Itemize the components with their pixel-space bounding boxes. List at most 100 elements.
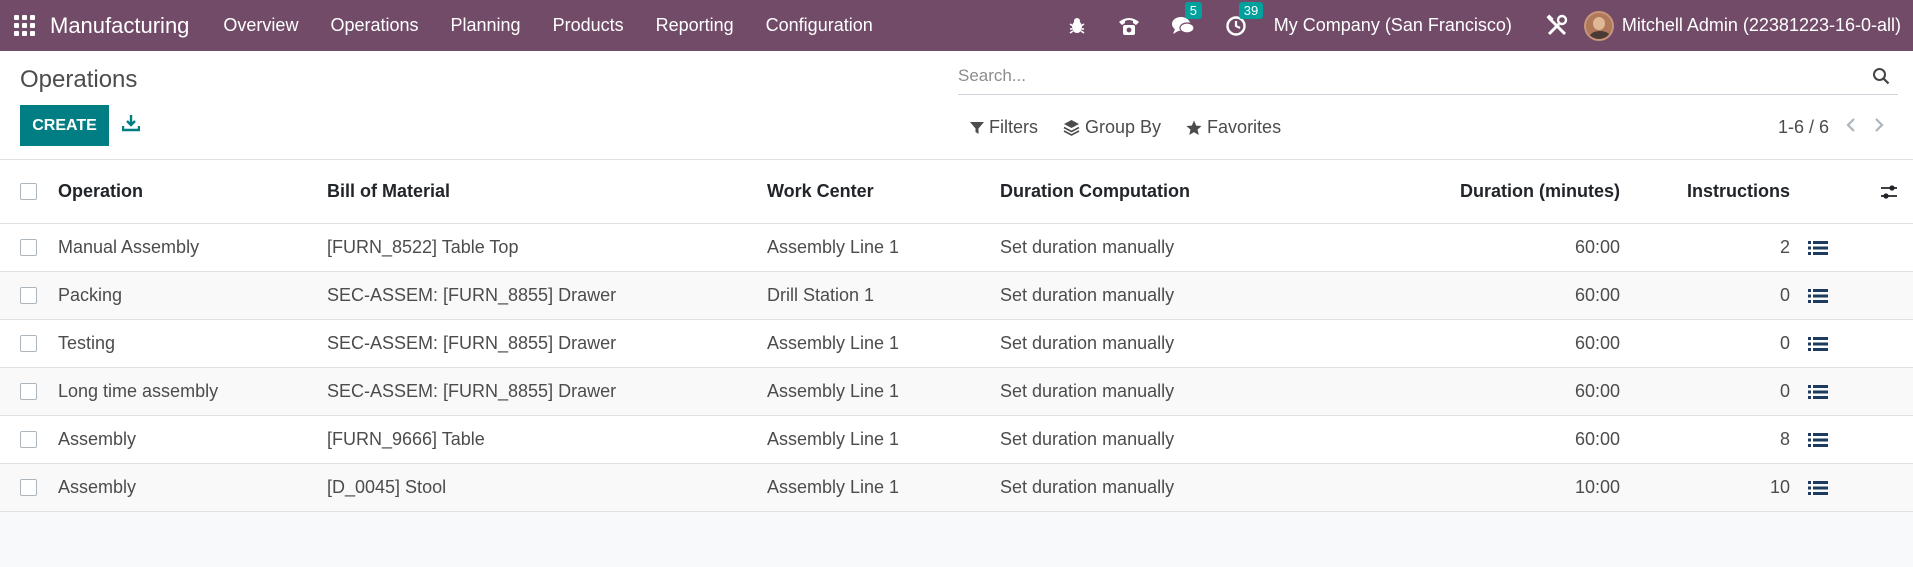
cell-instructions: 0 [1779, 381, 1790, 401]
row-checkbox[interactable] [20, 239, 37, 256]
cell-duration-computation: Set duration manually [1000, 285, 1175, 305]
table-row[interactable]: Packing SEC-ASSEM: [FURN_8855] Drawer Dr… [0, 272, 1913, 320]
messages-badge: 5 [1184, 1, 1203, 19]
row-checkbox[interactable] [20, 383, 37, 400]
cell-operation: Testing [58, 333, 116, 353]
activities-badge: 39 [1238, 1, 1264, 19]
select-all-checkbox[interactable] [20, 183, 37, 200]
download-icon[interactable] [121, 114, 141, 137]
create-button[interactable]: CREATE [20, 105, 109, 146]
table-row[interactable]: Assembly [FURN_9666] Table Assembly Line… [0, 416, 1913, 464]
menu-reporting[interactable]: Reporting [655, 15, 734, 35]
list-icon[interactable] [1808, 416, 1828, 463]
cell-instructions: 8 [1779, 429, 1790, 449]
column-header-work-center[interactable]: Work Center [767, 181, 874, 201]
company-switcher[interactable]: My Company (San Francisco) [1273, 15, 1512, 35]
row-checkbox[interactable] [20, 335, 37, 352]
table-row[interactable]: Assembly [D_0045] Stool Assembly Line 1 … [0, 464, 1913, 512]
avatar [1583, 10, 1614, 41]
user-name: Mitchell Admin (22381223-16-0-all) [1621, 15, 1901, 35]
list-icon[interactable] [1808, 368, 1828, 415]
phone-icon[interactable] [1117, 15, 1141, 37]
menu-overview[interactable]: Overview [223, 15, 299, 35]
cell-work-center: Assembly Line 1 [767, 381, 900, 401]
menu-planning[interactable]: Planning [450, 15, 521, 35]
search-icon[interactable] [1872, 67, 1890, 90]
cell-duration: 60:00 [1574, 237, 1620, 257]
row-checkbox[interactable] [20, 287, 37, 304]
column-header-duration-computation[interactable]: Duration Computation [1000, 181, 1190, 201]
cell-bom: [FURN_9666] Table [327, 429, 485, 449]
list-icon[interactable] [1808, 224, 1828, 271]
cell-work-center: Assembly Line 1 [767, 333, 900, 353]
cell-operation: Long time assembly [58, 381, 219, 401]
search-bar [958, 61, 1898, 95]
cell-bom: SEC-ASSEM: [FURN_8855] Drawer [327, 285, 617, 305]
cell-work-center: Drill Station 1 [767, 285, 875, 305]
cell-operation: Assembly [58, 429, 137, 449]
cell-work-center: Assembly Line 1 [767, 429, 900, 449]
column-header-bom[interactable]: Bill of Material [327, 181, 451, 201]
user-menu[interactable]: Mitchell Admin (22381223-16-0-all) [1583, 10, 1901, 41]
apps-grid-icon[interactable] [14, 14, 36, 37]
chevron-left-icon[interactable] [1845, 117, 1857, 138]
cell-duration-computation: Set duration manually [1000, 477, 1175, 497]
table-row[interactable]: Testing SEC-ASSEM: [FURN_8855] Drawer As… [0, 320, 1913, 368]
search-options: Filters Group By Favorites [970, 117, 1306, 138]
cell-operation: Packing [58, 285, 123, 305]
cell-instructions: 0 [1779, 285, 1790, 305]
optional-columns-icon[interactable] [1880, 160, 1898, 223]
menu-operations[interactable]: Operations [330, 15, 419, 35]
cell-instructions: 10 [1769, 477, 1790, 497]
list-icon[interactable] [1808, 272, 1828, 319]
table-header: Operation Bill of Material Work Center D… [0, 160, 1913, 224]
search-input[interactable] [958, 61, 1858, 91]
layers-icon [1063, 120, 1080, 136]
list-icon[interactable] [1808, 320, 1828, 367]
page-title: Operations [20, 66, 138, 93]
operations-list: Operation Bill of Material Work Center D… [0, 160, 1913, 512]
cell-duration: 60:00 [1574, 381, 1620, 401]
cell-instructions: 0 [1779, 333, 1790, 353]
favorites-button[interactable]: Favorites [1186, 117, 1281, 138]
menu-products[interactable]: Products [552, 15, 624, 35]
star-icon [1186, 120, 1202, 135]
column-header-duration[interactable]: Duration (minutes) [1460, 181, 1620, 201]
tools-icon[interactable] [1545, 13, 1569, 38]
filters-button[interactable]: Filters [970, 117, 1038, 138]
cell-duration-computation: Set duration manually [1000, 429, 1175, 449]
list-icon[interactable] [1808, 464, 1828, 511]
chevron-right-icon[interactable] [1873, 117, 1885, 138]
menu-configuration[interactable]: Configuration [765, 15, 873, 35]
cell-bom: [D_0045] Stool [327, 477, 447, 497]
cell-duration-computation: Set duration manually [1000, 237, 1175, 257]
cell-operation: Manual Assembly [58, 237, 200, 257]
debug-bug-icon[interactable] [1067, 16, 1087, 36]
table-row[interactable]: Long time assembly SEC-ASSEM: [FURN_8855… [0, 368, 1913, 416]
activities-clock-icon[interactable]: 39 [1225, 1, 1264, 37]
row-checkbox[interactable] [20, 479, 37, 496]
cell-bom: SEC-ASSEM: [FURN_8855] Drawer [327, 381, 617, 401]
cell-duration: 60:00 [1574, 285, 1620, 305]
cell-duration: 60:00 [1574, 333, 1620, 353]
top-navbar: Manufacturing Overview Operations Planni… [0, 0, 1913, 51]
cell-instructions: 2 [1779, 237, 1790, 257]
control-panel: Operations CREATE Filters Group By Favor… [0, 51, 1913, 160]
cell-work-center: Assembly Line 1 [767, 237, 900, 257]
row-checkbox[interactable] [20, 431, 37, 448]
messages-icon[interactable]: 5 [1171, 1, 1203, 37]
cell-bom: SEC-ASSEM: [FURN_8855] Drawer [327, 333, 617, 353]
systray: 5 39 My Company (San Francisco) Mitchell… [1052, 0, 1913, 51]
groupby-button[interactable]: Group By [1063, 117, 1161, 138]
table-row[interactable]: Manual Assembly [FURN_8522] Table Top As… [0, 224, 1913, 272]
cell-duration-computation: Set duration manually [1000, 381, 1175, 401]
cell-operation: Assembly [58, 477, 137, 497]
cell-work-center: Assembly Line 1 [767, 477, 900, 497]
column-header-operation[interactable]: Operation [58, 181, 144, 201]
pager-value[interactable]: 1-6 / 6 [1777, 117, 1829, 137]
column-header-instructions[interactable]: Instructions [1686, 181, 1790, 201]
main-menu: Overview Operations Planning Products Re… [207, 15, 888, 36]
cell-duration-computation: Set duration manually [1000, 333, 1175, 353]
app-name[interactable]: Manufacturing [50, 12, 190, 38]
pager: 1-6 / 6 [1778, 117, 1885, 138]
